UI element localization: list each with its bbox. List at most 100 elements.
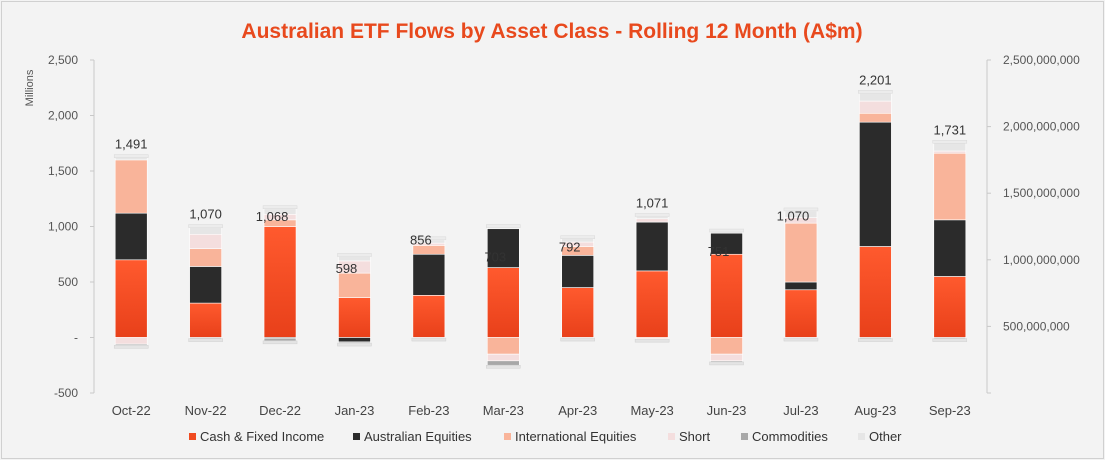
bar-segment [635,218,669,223]
bar-base [188,338,223,342]
bar-segment [710,337,743,355]
total-data-label: 856 [410,232,432,247]
bar-segment [486,360,520,366]
plot-area: -500-5001,0001,5002,0002,500500,000,0001… [48,53,1080,418]
bar-cap [113,154,149,158]
legend-label: Australian Equities [364,429,472,444]
x-tick-label: Mar-23 [483,403,524,418]
legend-item: International Equities [504,429,637,444]
bar-segment [635,221,669,272]
bar-segment [933,219,967,277]
bar-base [634,338,670,343]
bar-segment [189,266,222,304]
chart-title: Australian ETF Flows by Asset Class - Ro… [241,20,862,43]
bar-base [411,337,447,342]
x-tick-label: Feb-23 [408,403,449,418]
bar-base [560,337,595,342]
bar-segment [263,226,297,338]
legend-label: Cash & Fixed Income [200,429,324,444]
y2-tick-label: 2,000,000,000 [1003,120,1080,134]
legend-item: Other [858,429,902,444]
x-tick-label: Sep-23 [929,403,971,418]
bar-segment [412,253,446,296]
bar-segment [114,157,148,161]
bar-cap [709,228,744,233]
total-data-label: 1,070 [189,207,222,222]
legend-swatch [741,433,748,440]
x-tick-label: Aug-23 [854,403,896,418]
legend-swatch [504,433,511,440]
bar-cap [634,213,670,217]
legend-item: Short [668,429,710,444]
total-data-label: 2,201 [859,72,892,87]
bar-cap [560,235,595,239]
bar-segment [784,289,818,338]
bar-cap [411,236,447,241]
y2-tick-label: 1,000,000,000 [1003,253,1080,267]
bar-segment [338,337,371,343]
bar-cap [486,224,521,228]
legend-swatch [353,433,360,440]
legend-swatch [189,433,196,440]
bar-segment [338,297,371,338]
bar-base [337,342,372,347]
bar-segment [933,152,967,221]
total-data-label: 1,071 [636,196,669,211]
bar-segment [189,302,222,338]
x-tick-label: Oct-22 [112,403,151,418]
bar-segment [486,337,520,355]
legend-label: Short [679,429,710,444]
y-tick-label: 2,000 [48,109,78,123]
y2-tick-label: 1,500,000,000 [1003,186,1080,200]
legend-label: Commodities [752,429,828,444]
bar-segment [859,112,892,123]
legend-item: Cash & Fixed Income [189,429,324,444]
bar-base [486,365,521,369]
bar-segment [859,93,892,102]
bar-cap [783,207,819,212]
legend: Cash & Fixed Income Australian Equities In… [189,429,902,444]
bar-cap [337,253,372,257]
y2-tick-label: 2,500,000,000 [1003,53,1080,67]
y-axis-label: Millions [24,69,36,106]
bar-segment [114,337,148,345]
legend-item: Australian Equities [353,429,472,444]
bar-segment [859,100,892,114]
total-data-label: 1,731 [934,122,967,137]
bar-segment [784,222,818,283]
total-data-label: 1,491 [115,137,148,152]
legend-label: International Equities [515,429,637,444]
y2-tick-label: 500,000,000 [1003,319,1070,333]
bar-segment [412,295,446,338]
legend-swatch [668,433,675,440]
x-tick-label: Nov-22 [185,403,227,418]
x-tick-label: Jun-23 [707,403,747,418]
bar-segment [189,233,222,250]
total-data-label: 703 [484,249,506,264]
bar-segment [933,142,967,152]
bar-segment [933,276,967,338]
total-data-label: 751 [708,244,730,259]
total-data-label: 1,068 [256,209,289,224]
total-data-label: 1,070 [777,209,810,224]
bar-segment [635,270,669,338]
bar-segment [189,248,222,267]
bar-base [262,340,298,345]
bar-segment [114,212,148,261]
bar-segment [635,216,669,220]
x-tick-label: May-23 [630,403,673,418]
x-tick-label: Jan-23 [335,403,375,418]
total-data-label: 598 [336,261,358,276]
bar-segment [486,267,520,338]
y-tick-label: 500 [58,275,78,289]
bar-segment [710,353,743,362]
y-tick-label: 1,500 [48,164,78,178]
legend-label: Other [869,429,902,444]
bar-segment [338,272,371,298]
bar-cap [262,205,298,209]
y-tick-label: -500 [54,386,78,400]
bar-segment [561,287,595,338]
bar-segment [486,353,520,362]
